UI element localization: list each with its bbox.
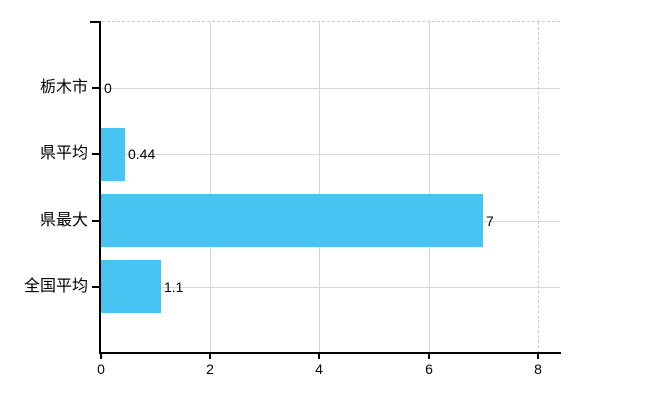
gridline-horizontal xyxy=(101,154,560,155)
category-label: 県平均 xyxy=(39,145,88,162)
category-label: 全国平均 xyxy=(23,278,88,295)
gridline-vertical xyxy=(210,22,211,353)
x-tick-label: 6 xyxy=(425,361,433,377)
x-tick-label: 2 xyxy=(206,361,214,377)
x-axis-tick xyxy=(537,354,539,359)
category-label: 県最大 xyxy=(39,212,88,229)
gridline-horizontal xyxy=(101,88,560,89)
y-axis-line xyxy=(99,22,101,353)
gridline-horizontal xyxy=(101,287,560,288)
bar-value-label: 0 xyxy=(104,80,112,96)
category-label: 栃木市 xyxy=(39,79,88,96)
x-tick-label: 4 xyxy=(315,361,323,377)
x-axis-tick xyxy=(100,354,102,359)
bar xyxy=(101,260,161,313)
x-axis-tick xyxy=(318,354,320,359)
bar-value-label: 0.44 xyxy=(128,146,156,162)
bar xyxy=(101,194,483,247)
x-axis-tick xyxy=(209,354,211,359)
y-axis-tick xyxy=(92,87,100,89)
y-axis-top-tick xyxy=(90,21,101,23)
x-tick-label: 0 xyxy=(97,361,105,377)
y-axis-tick xyxy=(92,286,100,288)
bar-value-label: 1.1 xyxy=(164,279,184,295)
x-axis-line xyxy=(99,352,561,354)
plot-top-border xyxy=(102,21,560,22)
x-axis-tick xyxy=(428,354,430,359)
y-axis-tick xyxy=(92,220,100,222)
gridline-vertical-dashed xyxy=(538,22,539,353)
bar-value-label: 7 xyxy=(486,213,494,229)
bar xyxy=(101,128,125,181)
gridline-vertical xyxy=(429,22,430,353)
y-axis-tick xyxy=(92,153,100,155)
x-tick-label: 8 xyxy=(534,361,542,377)
gridline-vertical xyxy=(319,22,320,353)
